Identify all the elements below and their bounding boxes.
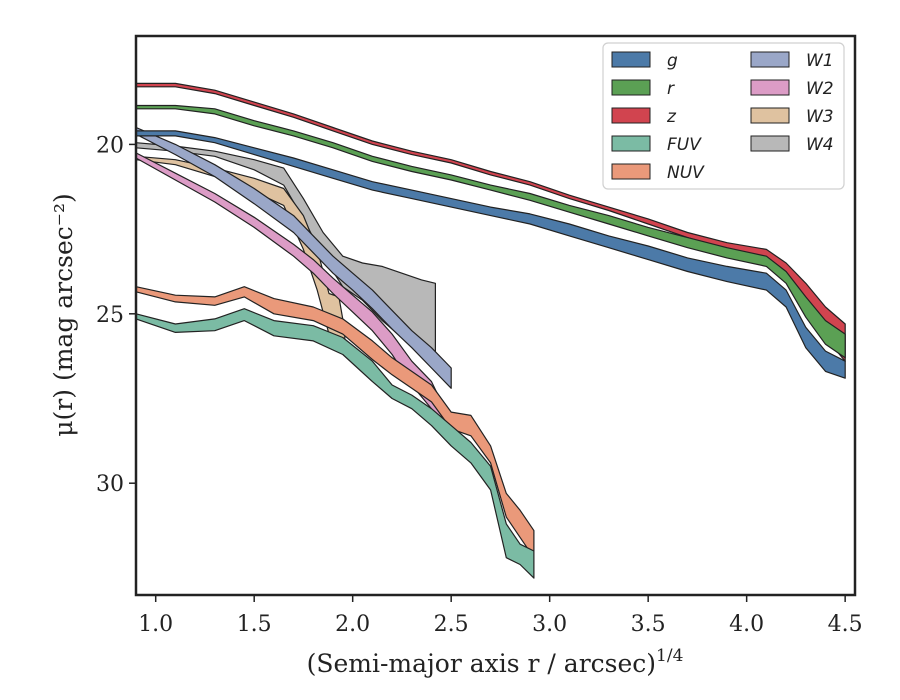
x-axis-label: (Semi-major axis r / arcsec)1/4 bbox=[307, 646, 684, 678]
legend-label-W4: W4 bbox=[806, 135, 834, 155]
legend-label-FUV: FUV bbox=[667, 135, 702, 155]
legend-label-W2: W2 bbox=[806, 79, 834, 99]
x-tick-label: 2.0 bbox=[335, 612, 370, 637]
y-axis-label: μ(r) (mag arcsec⁻²) bbox=[49, 193, 78, 436]
y-tick-label: 20 bbox=[96, 133, 124, 158]
y-tick-label: 25 bbox=[96, 303, 124, 328]
legend-swatch-W2 bbox=[750, 79, 790, 96]
band-FUV bbox=[135, 308, 535, 579]
legend-label-z: z bbox=[666, 107, 677, 127]
legend-swatch-FUV bbox=[611, 135, 651, 152]
y-tick-label: 30 bbox=[96, 472, 124, 497]
legend-label-r: r bbox=[667, 79, 675, 99]
x-tick-label: 3.0 bbox=[532, 612, 567, 637]
legend-swatch-W3 bbox=[750, 107, 790, 124]
legend-label-g: g bbox=[667, 51, 678, 71]
band-g bbox=[135, 130, 846, 379]
legend-label-NUV: NUV bbox=[667, 163, 705, 183]
x-tick-label: 2.5 bbox=[434, 612, 469, 637]
x-tick-label: 1.5 bbox=[237, 612, 272, 637]
x-tick-label: 3.5 bbox=[631, 612, 666, 637]
x-tick-label: 1.0 bbox=[138, 612, 173, 637]
legend-swatch-W4 bbox=[750, 135, 790, 152]
legend-swatch-g bbox=[611, 51, 651, 68]
legend: grz FUV NUV W1 W2 W3 W4 bbox=[602, 42, 845, 190]
x-tick-label: 4.0 bbox=[729, 612, 764, 637]
legend-label-W3: W3 bbox=[806, 107, 834, 127]
legend-swatch-W1 bbox=[750, 51, 790, 68]
legend-swatch-r bbox=[611, 79, 651, 96]
legend-swatch-z bbox=[611, 107, 651, 124]
plot-frame bbox=[134, 34, 857, 597]
band-W1 bbox=[135, 126, 452, 389]
legend-swatch-NUV bbox=[611, 163, 651, 180]
legend-label-W1: W1 bbox=[806, 51, 834, 71]
series-bands bbox=[135, 82, 846, 579]
band-r bbox=[135, 104, 846, 359]
x-tick-label: 4.5 bbox=[828, 612, 863, 637]
